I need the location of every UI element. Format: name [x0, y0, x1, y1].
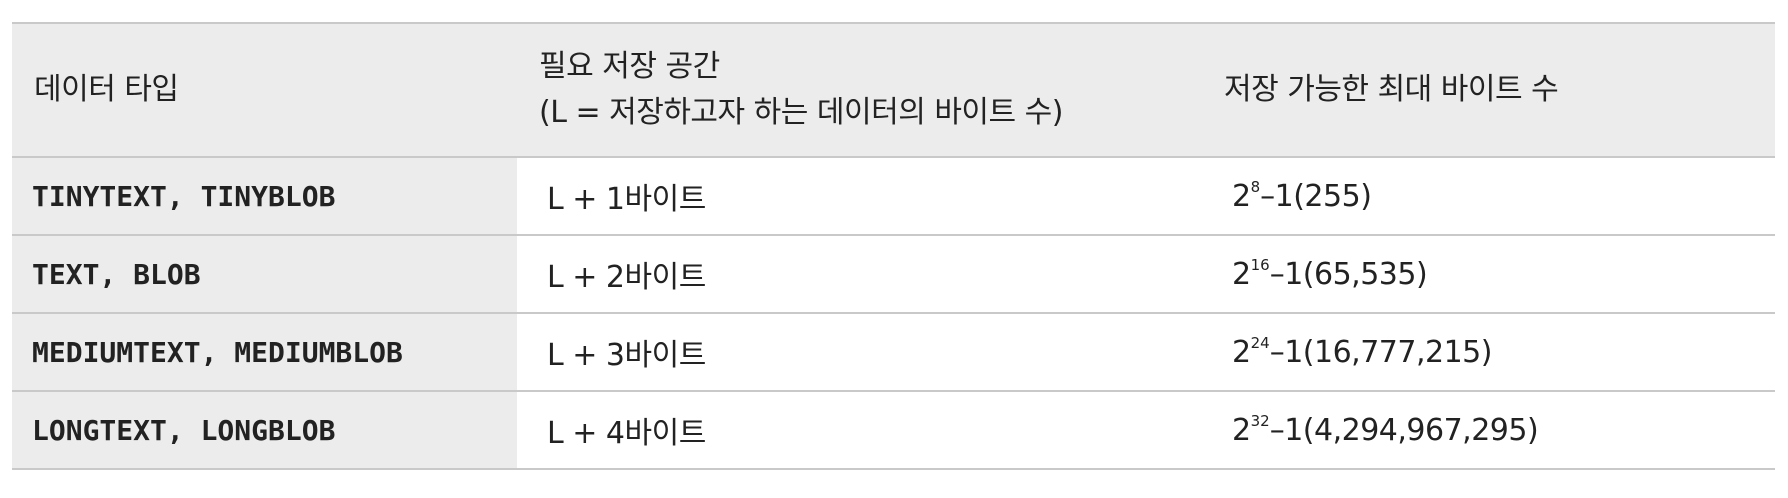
- header-max-bytes: 저장 가능한 최대 바이트 수: [1224, 72, 1559, 107]
- cell-required-storage: L + 1바이트: [547, 182, 706, 217]
- table-row: LONGTEXT, LONGBLOB L + 4바이트 232–1(4,294,…: [12, 391, 1775, 469]
- cell-max-bytes: 28–1(255): [1202, 157, 1775, 235]
- max-exponent: 8: [1250, 177, 1261, 196]
- max-exponent: 24: [1250, 333, 1270, 352]
- max-base: 2: [1232, 256, 1251, 292]
- table-body: TINYTEXT, TINYBLOB L + 1바이트 28–1(255) TE…: [12, 157, 1775, 469]
- table-row: TINYTEXT, TINYBLOB L + 1바이트 28–1(255): [12, 157, 1775, 235]
- table-row: MEDIUMTEXT, MEDIUMBLOB L + 3바이트 224–1(16…: [12, 313, 1775, 391]
- table-row: TEXT, BLOB L + 2바이트 216–1(65,535): [12, 235, 1775, 313]
- max-rest: –1(4,294,967,295): [1269, 412, 1539, 448]
- cell-max-bytes: 216–1(65,535): [1202, 235, 1775, 313]
- max-exponent: 16: [1250, 255, 1270, 274]
- cell-data-type: LONGTEXT, LONGBLOB: [12, 391, 517, 469]
- header-row: 데이터 타입 필요 저장 공간 (L = 저장하고자 하는 데이터의 바이트 수…: [12, 23, 1775, 157]
- header-required-storage-title: 필요 저장 공간: [539, 49, 720, 84]
- header-data-type: 데이터 타입: [34, 72, 179, 107]
- cell-data-type: TEXT, BLOB: [12, 235, 517, 313]
- cell-data-type: MEDIUMTEXT, MEDIUMBLOB: [12, 313, 517, 391]
- header-required-storage: 필요 저장 공간 (L = 저장하고자 하는 데이터의 바이트 수): [517, 23, 1202, 157]
- header-required-storage-note: (L = 저장하고자 하는 데이터의 바이트 수): [539, 95, 1063, 130]
- max-rest: –1(16,777,215): [1269, 334, 1493, 370]
- data-type-table-container: 데이터 타입 필요 저장 공간 (L = 저장하고자 하는 데이터의 바이트 수…: [12, 22, 1775, 470]
- max-exponent: 32: [1250, 411, 1270, 430]
- table-header: 데이터 타입 필요 저장 공간 (L = 저장하고자 하는 데이터의 바이트 수…: [12, 23, 1775, 157]
- cell-required-storage: L + 4바이트: [547, 416, 706, 451]
- cell-required-storage: L + 2바이트: [547, 260, 706, 295]
- max-rest: –1(65,535): [1269, 256, 1428, 292]
- cell-max-bytes: 232–1(4,294,967,295): [1202, 391, 1775, 469]
- max-base: 2: [1232, 412, 1251, 448]
- max-rest: –1(255): [1260, 178, 1372, 214]
- max-base: 2: [1232, 178, 1251, 214]
- max-base: 2: [1232, 334, 1251, 370]
- text-blob-storage-table: 데이터 타입 필요 저장 공간 (L = 저장하고자 하는 데이터의 바이트 수…: [12, 22, 1775, 470]
- cell-required-storage: L + 3바이트: [547, 338, 706, 373]
- cell-data-type: TINYTEXT, TINYBLOB: [12, 157, 517, 235]
- cell-max-bytes: 224–1(16,777,215): [1202, 313, 1775, 391]
